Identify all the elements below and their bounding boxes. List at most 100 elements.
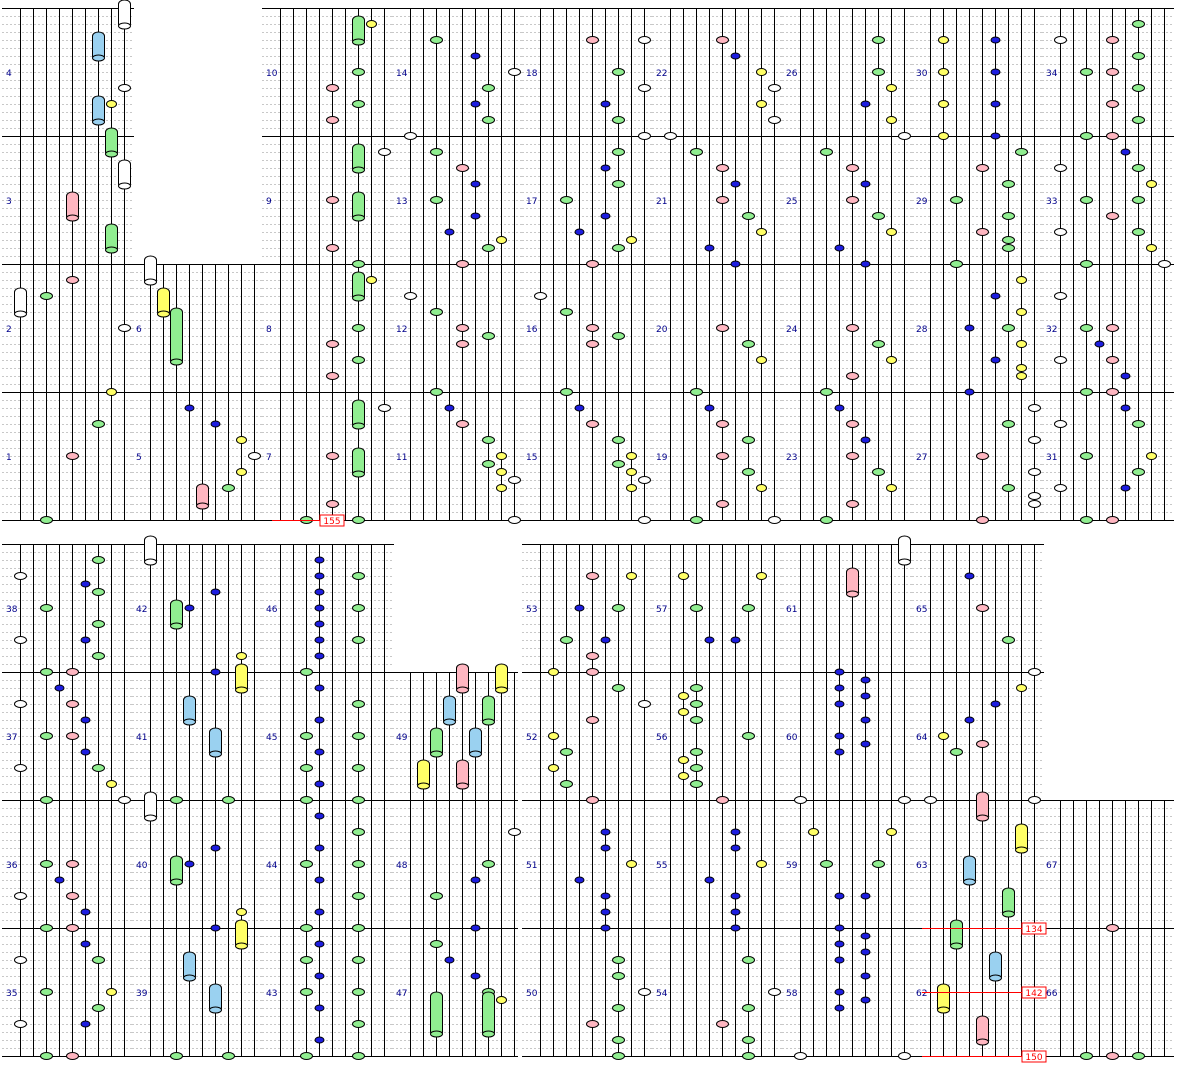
- white-note: [534, 292, 547, 300]
- chart-column: 34 33 32 31: [1042, 8, 1174, 521]
- green-note: [1002, 212, 1015, 220]
- green-note: [40, 516, 53, 524]
- green-note: [352, 764, 365, 772]
- yellow-note: [938, 732, 949, 740]
- green-long-note: [482, 695, 495, 726]
- green-note: [170, 1052, 183, 1060]
- blue-note: [834, 892, 845, 900]
- blue-note: [80, 636, 91, 644]
- green-note: [222, 796, 235, 804]
- measure-number: 23: [786, 453, 797, 463]
- blue-note: [730, 844, 741, 852]
- measure-number: 28: [916, 325, 928, 335]
- green-note: [560, 636, 573, 644]
- yellow-note: [678, 772, 689, 780]
- pink-note: [716, 324, 729, 332]
- measure-number: 55: [656, 861, 667, 871]
- position-marker: 142: [922, 986, 1047, 999]
- blue-note: [470, 924, 481, 932]
- green-note: [430, 940, 443, 948]
- measure-number: 52: [526, 733, 537, 743]
- green-long-note: [950, 919, 963, 950]
- yellow-note: [756, 100, 767, 108]
- chart-column: 38 37 36 35: [2, 544, 134, 1057]
- green-note: [352, 356, 365, 364]
- measure-number: 19: [656, 453, 668, 463]
- measure-number: 22: [656, 69, 667, 79]
- green-note: [742, 1052, 755, 1060]
- green-note: [742, 340, 755, 348]
- measure-number: 66: [1046, 989, 1058, 999]
- blue-note: [704, 244, 715, 252]
- white-long-note: [118, 159, 131, 190]
- blue-note: [80, 940, 91, 948]
- blue-note: [54, 876, 65, 884]
- green-note: [742, 1004, 755, 1012]
- pink-note: [66, 700, 79, 708]
- yellow-note: [756, 572, 767, 580]
- measure-number: 56: [656, 733, 668, 743]
- green-note: [560, 780, 573, 788]
- green-note: [1080, 132, 1093, 140]
- white-note: [1054, 484, 1067, 492]
- green-note: [1132, 468, 1145, 476]
- green-note: [1080, 1052, 1093, 1060]
- blue-note: [860, 716, 871, 724]
- yellow-note: [106, 780, 117, 788]
- yellow-note: [808, 828, 819, 836]
- green-note: [612, 604, 625, 612]
- green-long-note: [482, 991, 495, 1038]
- measure-number: 14: [396, 69, 408, 79]
- blue-note: [314, 604, 325, 612]
- measure-number: 41: [136, 733, 147, 743]
- chart-column: 26 25 24 23: [782, 8, 914, 521]
- blue-note: [1120, 372, 1131, 380]
- pink-note: [1106, 100, 1119, 108]
- green-note: [1132, 1052, 1145, 1060]
- green-note: [482, 332, 495, 340]
- pink-note: [586, 1020, 599, 1028]
- blue-note: [210, 924, 221, 932]
- yellow-note: [678, 756, 689, 764]
- pink-note: [456, 340, 469, 348]
- white-note: [1054, 420, 1067, 428]
- pink-note: [586, 260, 599, 268]
- yellow-note: [496, 468, 507, 476]
- blue-note: [964, 388, 975, 396]
- yellow-note: [886, 84, 897, 92]
- blue-note: [834, 668, 845, 676]
- measure-number: 47: [396, 989, 407, 999]
- green-note: [612, 1036, 625, 1044]
- green-note: [352, 700, 365, 708]
- green-long-note: [1002, 887, 1015, 918]
- yellow-note: [626, 572, 637, 580]
- measure-number: 65: [916, 605, 927, 615]
- pink-note: [716, 452, 729, 460]
- green-note: [1015, 148, 1028, 156]
- yellow-note: [1016, 372, 1027, 380]
- yellow-note: [626, 452, 637, 460]
- green-note: [430, 308, 443, 316]
- pink-long-note: [846, 567, 859, 598]
- green-note: [612, 956, 625, 964]
- yellow-note: [1016, 276, 1027, 284]
- measure-number: 44: [266, 861, 278, 871]
- measure-number: 4: [6, 69, 12, 79]
- blue-note: [860, 740, 871, 748]
- blue-note: [80, 748, 91, 756]
- blue-note: [470, 876, 481, 884]
- green-note: [40, 860, 53, 868]
- green-note: [430, 196, 443, 204]
- blue-note: [730, 636, 741, 644]
- green-note: [690, 388, 703, 396]
- blue-note: [574, 876, 585, 884]
- green-note: [352, 572, 365, 580]
- blue-note: [990, 132, 1001, 140]
- pink-long-note: [66, 191, 79, 222]
- measure-number: 5: [136, 453, 142, 463]
- measure-number: 33: [1046, 197, 1057, 207]
- green-note: [950, 260, 963, 268]
- yellow-note: [496, 452, 507, 460]
- pink-note: [1106, 324, 1119, 332]
